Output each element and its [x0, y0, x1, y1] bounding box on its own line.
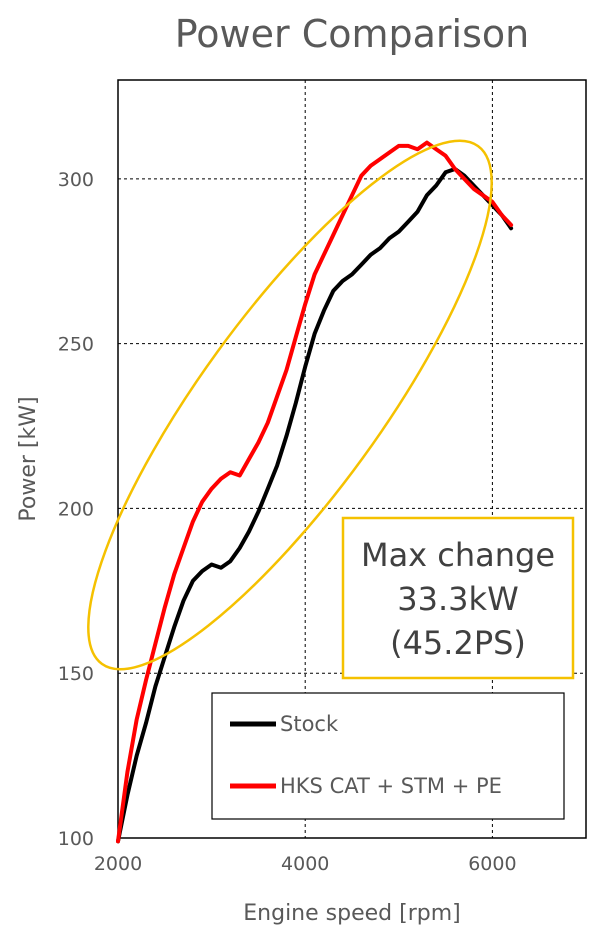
- x-tick-label: 2000: [94, 853, 142, 875]
- legend-box: [211, 692, 565, 820]
- y-tick-label: 150: [58, 663, 94, 685]
- annotation-line-2: 33.3kW: [397, 580, 518, 618]
- chart-title: Power Comparison: [175, 12, 530, 56]
- y-tick-label: 300: [58, 169, 94, 191]
- series-lines: [116, 140, 514, 844]
- series-line-0: [116, 167, 514, 844]
- legend-label-stock: Stock: [280, 712, 339, 736]
- x-tick-label: 6000: [468, 853, 516, 875]
- y-tick-label: 100: [58, 828, 94, 850]
- highlight-ellipse: [87, 139, 493, 671]
- annotation-line-1: Max change: [361, 536, 555, 574]
- x-axis-label: Engine speed [rpm]: [243, 901, 460, 926]
- series-line-1: [116, 140, 514, 844]
- y-axis-ticks: 100 150 200 250 300: [58, 169, 94, 850]
- annotation-line-3: (45.2PS): [390, 624, 526, 662]
- legend-label-hks: HKS CAT + STM + PE: [280, 774, 502, 798]
- y-tick-label: 250: [58, 334, 94, 356]
- annotation-box: [341, 516, 575, 680]
- x-axis-ticks: 2000 4000 6000: [94, 853, 517, 875]
- y-axis-label: Power [kW]: [16, 396, 41, 521]
- plot-area-frame: [117, 79, 587, 839]
- x-tick-label: 4000: [281, 853, 329, 875]
- y-tick-label: 200: [58, 498, 94, 520]
